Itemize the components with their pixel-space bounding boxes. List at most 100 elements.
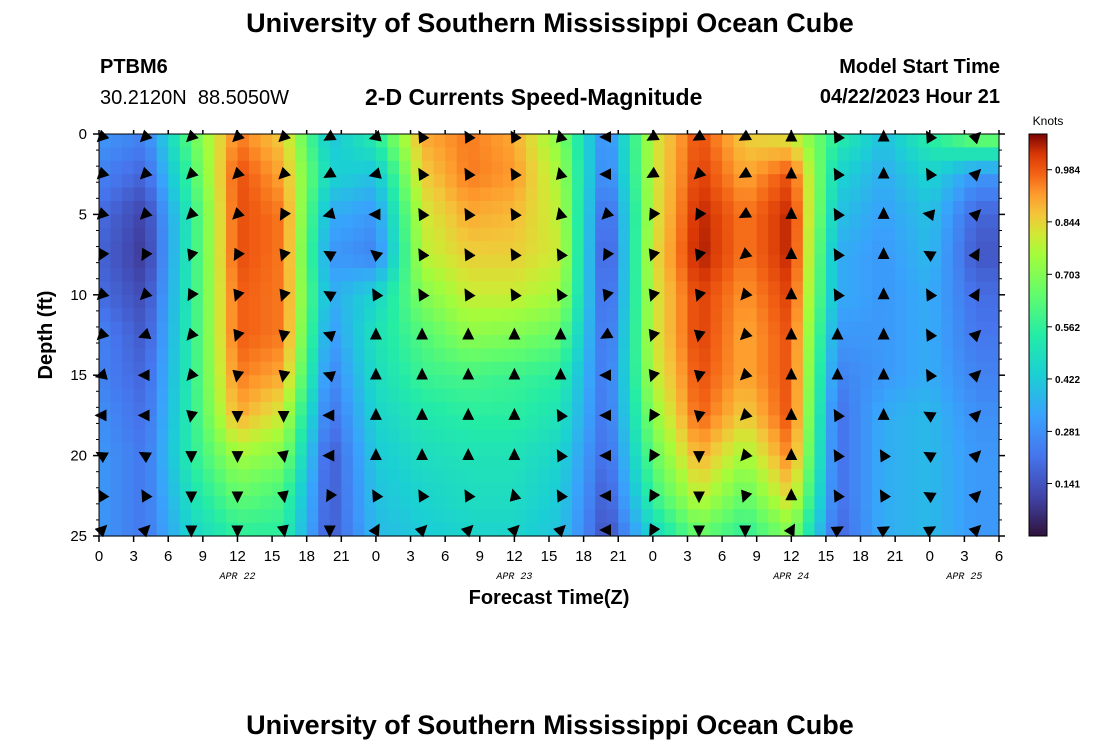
heatmap-cell xyxy=(318,428,331,443)
heatmap-cell xyxy=(825,321,839,336)
heatmap-cell xyxy=(364,201,377,215)
heatmap-cell xyxy=(964,268,977,282)
heatmap-cell xyxy=(110,388,123,403)
heatmap-cell xyxy=(364,469,377,483)
heatmap-cell xyxy=(918,428,931,443)
heatmap-cell xyxy=(560,268,573,282)
heatmap-cell xyxy=(664,455,677,470)
current-arrow xyxy=(510,288,522,302)
heatmap-cell xyxy=(745,509,758,524)
heatmap-cell xyxy=(318,509,331,524)
heatmap-cell xyxy=(249,388,262,403)
heatmap-cell xyxy=(525,482,539,497)
heatmap-cell xyxy=(733,201,746,215)
heatmap-cell xyxy=(952,241,965,256)
heatmap-cell xyxy=(122,388,135,403)
heatmap-cell xyxy=(710,509,723,524)
heatmap-cell xyxy=(722,509,735,524)
heatmap-cell xyxy=(375,428,389,443)
heatmap-cell xyxy=(952,214,965,229)
heatmap-cell xyxy=(433,201,446,215)
heatmap-cell xyxy=(606,388,619,403)
heatmap-cell xyxy=(687,482,700,497)
heatmap-cell xyxy=(837,241,850,256)
heatmap-cell xyxy=(722,361,735,376)
heatmap-cell xyxy=(249,442,262,457)
heatmap-cell xyxy=(502,388,515,403)
heatmap-cell xyxy=(133,134,146,148)
current-arrow xyxy=(968,369,982,383)
heatmap-cell xyxy=(375,227,389,242)
heatmap-cell xyxy=(872,227,885,242)
x-tick-label: 6 xyxy=(164,548,172,565)
heatmap-cell xyxy=(572,174,585,189)
heatmap-cell xyxy=(652,428,665,443)
heatmap-cell xyxy=(606,442,619,457)
heatmap-cell xyxy=(929,134,942,148)
heatmap-cell xyxy=(722,415,735,430)
heatmap-cell xyxy=(525,428,539,443)
heatmap-cell xyxy=(133,509,146,524)
heatmap-cell xyxy=(318,375,331,390)
heatmap-cell xyxy=(468,321,481,336)
heatmap-cell xyxy=(110,227,123,242)
current-arrow xyxy=(968,450,982,464)
heatmap-cell xyxy=(756,227,769,242)
heatmap-cell xyxy=(410,187,423,202)
current-arrow xyxy=(139,206,153,220)
heatmap-cell xyxy=(283,361,296,376)
heatmap-cell xyxy=(295,455,308,470)
heatmap-cell xyxy=(352,348,365,363)
current-arrow xyxy=(648,328,661,343)
heatmap-cell xyxy=(410,348,423,363)
heatmap-cell xyxy=(618,442,631,457)
current-arrow xyxy=(278,129,292,143)
heatmap-cell xyxy=(260,482,273,497)
heatmap-cell xyxy=(295,469,308,483)
heatmap-cell xyxy=(768,254,781,269)
heatmap-cell xyxy=(618,509,631,524)
heatmap-cell xyxy=(618,522,631,537)
heatmap-cell xyxy=(272,495,285,510)
heatmap-cell xyxy=(941,495,954,510)
current-arrow xyxy=(187,248,199,262)
heatmap-cell xyxy=(733,509,746,524)
heatmap-cell xyxy=(860,268,873,282)
heatmap-cell xyxy=(952,455,965,470)
heatmap-cell xyxy=(479,174,492,189)
heatmap-cell xyxy=(168,201,181,215)
heatmap-cell xyxy=(99,509,112,524)
heatmap-cell xyxy=(225,509,239,524)
heatmap-cell xyxy=(249,348,262,363)
heatmap-cell xyxy=(745,254,758,269)
current-arrow xyxy=(279,248,291,262)
heatmap-cell xyxy=(318,348,331,363)
heatmap-cell xyxy=(699,241,712,256)
heatmap-cell xyxy=(849,455,862,470)
heatmap-cell xyxy=(675,187,689,202)
heatmap-cell xyxy=(479,509,492,524)
heatmap-cell xyxy=(537,495,550,510)
heatmap-cell xyxy=(849,442,862,457)
current-arrow xyxy=(649,448,661,463)
heatmap-cell xyxy=(283,415,296,430)
current-arrow xyxy=(232,129,245,143)
heatmap-cell xyxy=(929,321,942,336)
heatmap-cell xyxy=(306,308,319,323)
heatmap-cell xyxy=(814,227,827,242)
heatmap-cell xyxy=(814,361,827,376)
heatmap-cell xyxy=(122,174,135,189)
heatmap-cell xyxy=(687,402,700,416)
heatmap-cell xyxy=(768,281,781,296)
heatmap-cell xyxy=(687,388,700,403)
current-arrow xyxy=(96,129,110,143)
heatmap-cell xyxy=(675,442,689,457)
heatmap-cell xyxy=(710,361,723,376)
current-arrow xyxy=(372,288,384,302)
heatmap-cell xyxy=(168,241,181,256)
heatmap xyxy=(99,134,1000,537)
heatmap-cell xyxy=(699,214,712,229)
heatmap-cell xyxy=(872,201,885,215)
heatmap-cell xyxy=(237,455,250,470)
heatmap-cell xyxy=(964,428,977,443)
